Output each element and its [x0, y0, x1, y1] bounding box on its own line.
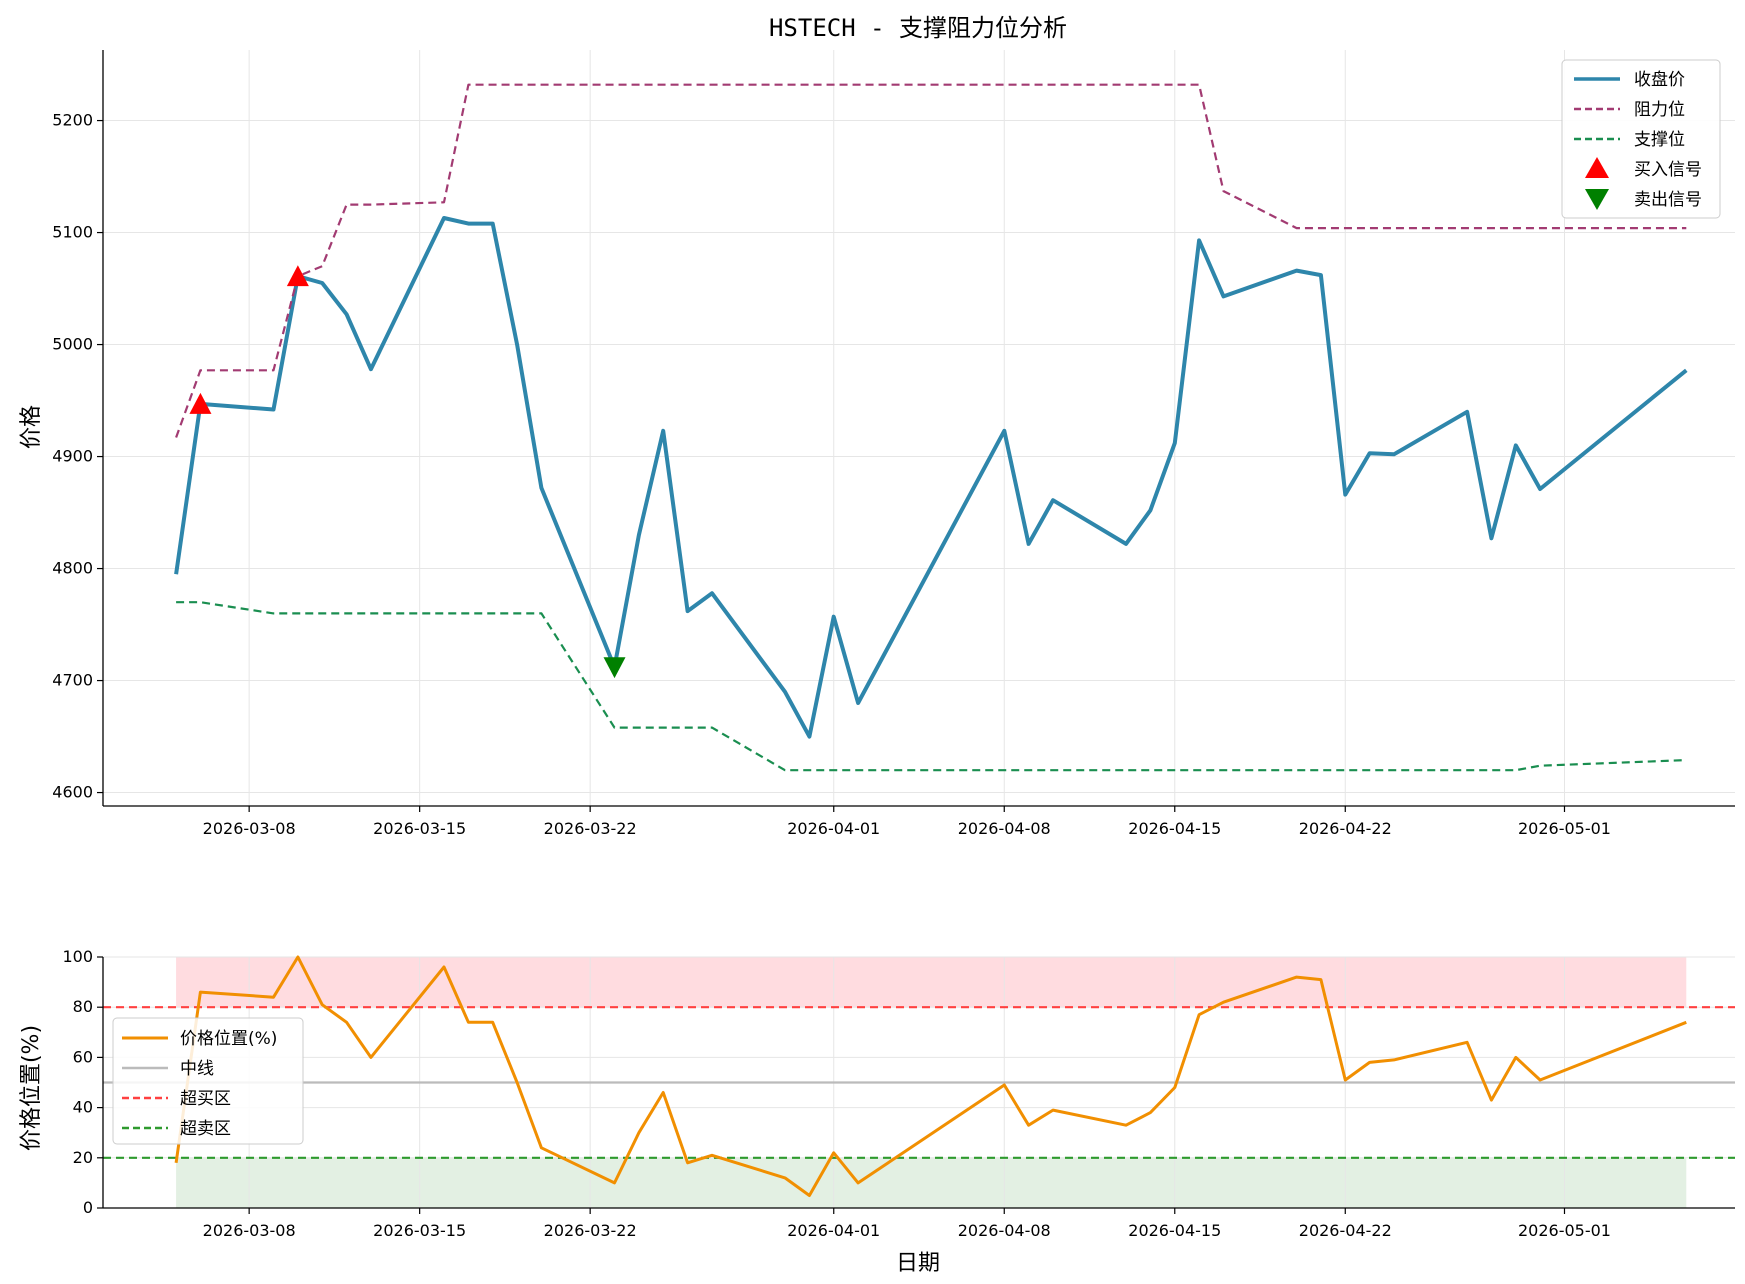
series-line [174, 955, 1687, 1197]
x-tick-label: 2026-03-15 [373, 819, 466, 838]
y-tick-label: 5200 [52, 111, 93, 130]
x-tick-label: 2026-04-15 [1128, 819, 1221, 838]
y-tick-label: 5000 [52, 335, 93, 354]
position-axis-label: 价格位置(%) [19, 1025, 44, 1151]
y-tick-label: 100 [62, 947, 93, 966]
x-tick-label: 2026-04-15 [1128, 1221, 1221, 1240]
buy-signal-icon [1585, 157, 1609, 178]
price-legend: 收盘价 阻力位 支撑位 买入信号 卖出信号 [1561, 59, 1721, 219]
y-tick-label: 40 [73, 1098, 93, 1117]
zone-band [176, 1157, 1687, 1208]
y-tick-label: 4800 [52, 559, 93, 578]
y-tick-label: 0 [83, 1198, 93, 1217]
y-tick-label: 5100 [52, 223, 93, 242]
legend-label-sell: 卖出信号 [1634, 190, 1702, 210]
legend-box [112, 1017, 304, 1145]
x-tick-label: 2026-03-22 [544, 819, 637, 838]
position-plot: 0 20 40 60 80 100 2026-03-08 2026-03-15 2026-03-… [62, 947, 1735, 1240]
series-line [176, 601, 1687, 772]
y-tick-label: 4900 [52, 447, 93, 466]
x-tick-label: 2026-05-01 [1518, 1221, 1611, 1240]
legend-box [1561, 59, 1721, 219]
x-tick-label: 2026-03-15 [373, 1221, 466, 1240]
legend-label-midline: 中线 [180, 1059, 214, 1079]
x-tick-label: 2026-04-01 [787, 1221, 880, 1240]
x-tick-label: 2026-03-08 [203, 819, 296, 838]
x-tick-label: 2026-05-01 [1518, 819, 1611, 838]
legend-label-oversold: 超卖区 [180, 1119, 231, 1139]
legend-label-overbought: 超买区 [180, 1089, 231, 1109]
buy-signal-marker [286, 265, 309, 287]
date-axis-label: 日期 [896, 1251, 940, 1276]
x-tick-label: 2026-04-01 [787, 819, 880, 838]
y-tick-label: 4700 [52, 671, 93, 690]
y-tick-label: 4600 [52, 783, 93, 802]
x-tick-label: 2026-03-08 [203, 1221, 296, 1240]
series-line [174, 216, 1688, 739]
position-legend: 价格位置(%) 中线 超买区 超卖区 [112, 1017, 304, 1145]
sell-signal-marker [603, 657, 626, 679]
x-tick-label: 2026-04-22 [1299, 819, 1392, 838]
chart-title: HSTECH - 支撑阻力位分析 [769, 14, 1067, 42]
y-tick-label: 20 [73, 1148, 93, 1167]
price-axis-label: 价格 [19, 405, 44, 449]
legend-label-resistance: 阻力位 [1634, 100, 1685, 120]
x-tick-label: 2026-03-22 [544, 1221, 637, 1240]
price-plot: 4600 4700 4800 4900 5000 5100 5200 2026-03-08 20… [52, 50, 1735, 838]
x-tick-label: 2026-04-08 [958, 1221, 1051, 1240]
legend-label-close: 收盘价 [1634, 70, 1685, 90]
x-tick-label: 2026-04-22 [1299, 1221, 1392, 1240]
y-tick-label: 80 [73, 997, 93, 1016]
x-tick-label: 2026-04-08 [958, 819, 1051, 838]
zone-band [176, 957, 1687, 1008]
legend-label-support: 支撑位 [1634, 130, 1685, 150]
sell-signal-icon [1585, 189, 1609, 210]
y-tick-label: 60 [73, 1047, 93, 1066]
buy-signal-marker [189, 392, 212, 414]
legend-label-position: 价格位置(%) [180, 1029, 277, 1049]
series-line [175, 83, 1687, 438]
legend-label-buy: 买入信号 [1634, 160, 1702, 180]
